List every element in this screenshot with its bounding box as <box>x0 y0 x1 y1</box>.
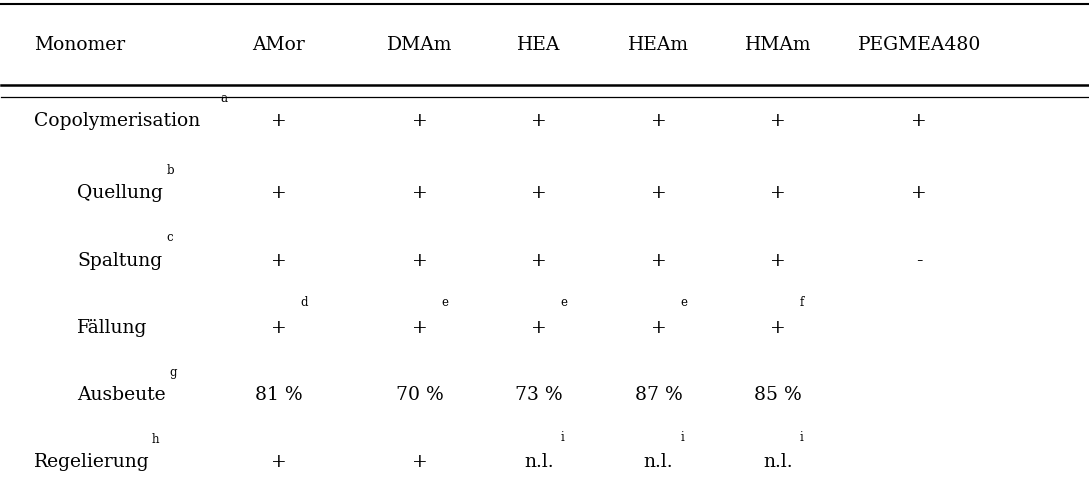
Text: +: + <box>531 113 547 130</box>
Text: i: i <box>799 431 804 444</box>
Text: d: d <box>301 297 307 310</box>
Text: n.l.: n.l. <box>524 454 554 471</box>
Text: +: + <box>651 319 666 337</box>
Text: HEAm: HEAm <box>628 36 689 54</box>
Text: +: + <box>531 185 547 202</box>
Text: +: + <box>651 185 666 202</box>
Text: +: + <box>531 319 547 337</box>
Text: e: e <box>441 297 449 310</box>
Text: +: + <box>412 319 428 337</box>
Text: +: + <box>412 185 428 202</box>
Text: Ausbeute: Ausbeute <box>77 386 166 404</box>
Text: 81 %: 81 % <box>255 386 302 404</box>
Text: Regelierung: Regelierung <box>34 454 149 471</box>
Text: Spaltung: Spaltung <box>77 252 162 270</box>
Text: +: + <box>270 185 286 202</box>
Text: +: + <box>911 185 927 202</box>
Text: AMor: AMor <box>252 36 305 54</box>
Text: Quellung: Quellung <box>77 185 163 202</box>
Text: c: c <box>167 231 173 244</box>
Text: 87 %: 87 % <box>635 386 683 404</box>
Text: PEGMEA480: PEGMEA480 <box>857 36 981 54</box>
Text: HMAm: HMAm <box>745 36 811 54</box>
Text: a: a <box>221 92 228 105</box>
Text: +: + <box>412 454 428 471</box>
Text: -: - <box>916 252 922 270</box>
Text: HEA: HEA <box>517 36 561 54</box>
Text: h: h <box>151 433 159 446</box>
Text: i: i <box>681 431 684 444</box>
Text: g: g <box>170 366 178 379</box>
Text: n.l.: n.l. <box>763 454 793 471</box>
Text: 70 %: 70 % <box>395 386 443 404</box>
Text: +: + <box>412 113 428 130</box>
Text: +: + <box>270 319 286 337</box>
Text: +: + <box>651 252 666 270</box>
Text: b: b <box>167 164 174 177</box>
Text: +: + <box>911 113 927 130</box>
Text: +: + <box>770 319 786 337</box>
Text: DMAm: DMAm <box>387 36 452 54</box>
Text: 73 %: 73 % <box>515 386 563 404</box>
Text: +: + <box>270 113 286 130</box>
Text: +: + <box>651 113 666 130</box>
Text: +: + <box>270 252 286 270</box>
Text: Monomer: Monomer <box>34 36 125 54</box>
Text: +: + <box>531 252 547 270</box>
Text: Copolymerisation: Copolymerisation <box>34 113 200 130</box>
Text: Fällung: Fällung <box>77 319 148 337</box>
Text: +: + <box>270 454 286 471</box>
Text: +: + <box>770 113 786 130</box>
Text: +: + <box>770 252 786 270</box>
Text: +: + <box>770 185 786 202</box>
Text: +: + <box>412 252 428 270</box>
Text: i: i <box>561 431 564 444</box>
Text: e: e <box>681 297 687 310</box>
Text: 85 %: 85 % <box>755 386 802 404</box>
Text: n.l.: n.l. <box>644 454 673 471</box>
Text: f: f <box>799 297 804 310</box>
Text: e: e <box>561 297 567 310</box>
